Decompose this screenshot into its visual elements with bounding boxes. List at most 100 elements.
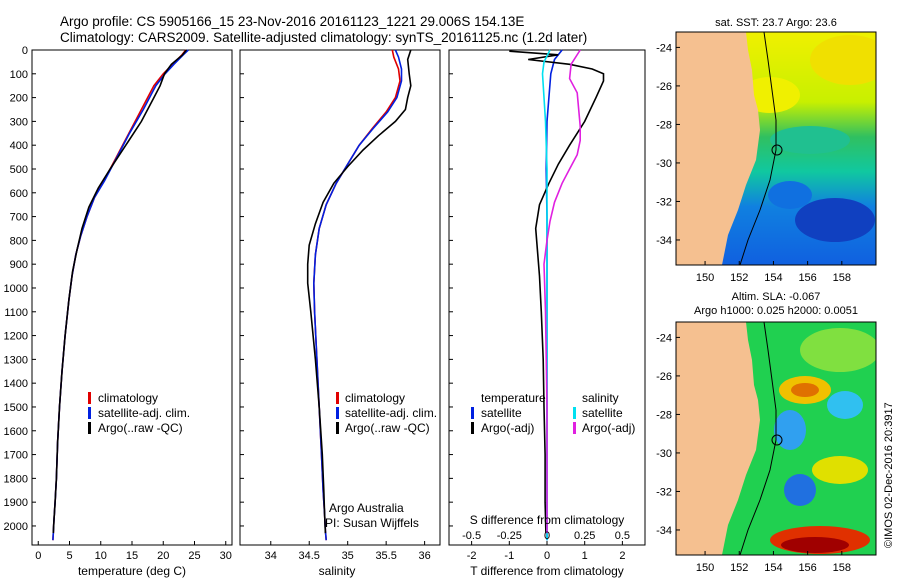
title-line-2: Climatology: CARS2009. Satellite-adjuste… [60, 30, 587, 45]
series-line-climatology [52, 49, 187, 541]
sla-patch [800, 328, 876, 372]
sla-low [774, 410, 806, 450]
series-line-satellite [545, 49, 563, 541]
lat-tick-label: -24 [656, 42, 672, 54]
lon-tick-label: 150 [696, 272, 714, 284]
lon-tick-label: 154 [764, 562, 782, 574]
depth-tick-label: 1800 [4, 473, 28, 485]
legend-swatch-t-satellite [471, 407, 474, 419]
lon-tick-label: 156 [798, 272, 816, 284]
sla-map-ticks: 150 152 154 156 158 -24 -26 -28 -30 -32 -34 [656, 332, 851, 574]
s-tick-label: 0 [544, 530, 550, 542]
depth-tick-label: 1000 [4, 283, 28, 295]
land-australia [676, 32, 760, 265]
sla-low [827, 391, 863, 419]
legend-salinity-heading: salinity [582, 391, 619, 405]
depth-tick-label: 1900 [4, 497, 28, 509]
x-tick-label: -1 [504, 550, 514, 562]
sla-map-title: Altim. SLA: -0.067 [732, 291, 821, 303]
pi-label: PI: Susan Wijffels [325, 516, 419, 530]
depth-tick-label: 0 [22, 45, 28, 57]
x-tick-label: 0 [35, 550, 41, 562]
x-tick-label: 10 [95, 550, 107, 562]
lat-tick-label: -26 [656, 81, 672, 93]
sst-map-title: sat. SST: 23.7 Argo: 23.6 [715, 17, 837, 29]
sst-map-frame [675, 31, 877, 266]
shelf-contour [739, 322, 777, 555]
x-tick-label: 34.5 [299, 550, 320, 562]
legend-s-argo: Argo(-adj) [582, 421, 635, 435]
depth-tick-label: 1100 [4, 307, 28, 319]
salinity-plot: 34 34.5 35 35.5 36 [265, 49, 431, 562]
legend-swatch-satellite [336, 407, 339, 419]
legend-argo: Argo(..raw -QC) [345, 421, 430, 435]
sla-profile-marker [771, 434, 783, 446]
depth-axis: 0 100 200 300 400 500 600 700 800 900 1000 1100 1200… [4, 45, 453, 533]
x-tick-label: 1 [582, 550, 588, 562]
temperature-legend: climatology satellite-adj. clim. Argo(..… [88, 391, 190, 435]
lat-tick-label: -28 [656, 119, 672, 131]
depth-tick-label: 1600 [4, 426, 28, 438]
lat-tick-label: -30 [656, 448, 672, 460]
legend-t-satellite: satellite [481, 406, 522, 420]
x-tick-label: 0 [544, 550, 550, 562]
lat-tick-label: -26 [656, 371, 672, 383]
depth-tick-label: 300 [10, 116, 28, 128]
sla-map-subtitle: Argo h1000: 0.025 h2000: 0.0051 [694, 305, 858, 317]
x-tick-label: -2 [467, 550, 477, 562]
legend-s-satellite: satellite [582, 406, 623, 420]
s-tick-label: 0.25 [574, 530, 595, 542]
lat-tick-label: -24 [656, 332, 672, 344]
x-tick-label: 5 [66, 550, 72, 562]
sst-warm-patch [810, 35, 876, 85]
s-tick-label: -0.25 [497, 530, 522, 542]
lat-tick-label: -34 [656, 235, 672, 247]
imos-credit: ©IMOS 02-Dec-2016 20:3917 [883, 402, 895, 548]
salinity-legend: climatology satellite-adj. clim. Argo(..… [336, 391, 437, 435]
lat-tick-label: -34 [656, 525, 672, 537]
depth-tick-label: 1300 [4, 354, 28, 366]
lon-tick-label: 158 [833, 272, 851, 284]
s-difference-label: S difference from climatology [470, 513, 625, 527]
x-tick-label: 35 [342, 550, 354, 562]
sla-high-core [791, 383, 819, 397]
sst-map-ticks: 150 152 154 156 158 -24 -26 -28 -30 -32 -34 [656, 42, 851, 284]
legend-swatch-climatology [88, 392, 91, 404]
depth-tick-label: 400 [10, 140, 28, 152]
series-line-argo-adj- [543, 49, 582, 534]
temperature-xlabel: temperature (deg C) [78, 564, 186, 578]
legend-swatch-s-satellite [573, 407, 576, 419]
depth-tick-label: 1500 [4, 402, 28, 414]
lat-tick-label: -30 [656, 158, 672, 170]
legend-swatch-satellite [88, 407, 91, 419]
temperature-plot: 0 5 10 15 20 25 30 [35, 49, 232, 562]
series-line-argo-raw-qc- [52, 49, 188, 534]
legend-argo: Argo(..raw -QC) [98, 421, 183, 435]
depth-tick-label: 2000 [4, 521, 28, 533]
depth-tick-label: 1200 [4, 331, 28, 343]
sst-cold-patch [768, 181, 812, 209]
x-tick-label: 20 [157, 550, 169, 562]
legend-satellite: satellite-adj. clim. [345, 406, 437, 420]
legend-swatch-s-argo [573, 422, 576, 434]
sst-cool-patch [770, 126, 850, 154]
title-line-1: Argo profile: CS 5905166_15 23-Nov-2016 … [60, 14, 524, 29]
sst-map: sat. SST: 23.7 Argo: 23.6 150 152 154 156 15… [656, 17, 877, 284]
x-tick-label: 36 [418, 550, 430, 562]
sla-map: Altim. SLA: -0.067 Argo h1000: 0.025 h20… [656, 291, 877, 574]
x-tick-label: 25 [188, 550, 200, 562]
depth-tick-label: 100 [10, 69, 28, 81]
lat-tick-label: -28 [656, 409, 672, 421]
depth-tick-label: 800 [10, 235, 28, 247]
legend-climatology: climatology [98, 391, 158, 405]
depth-tick-label: 900 [10, 259, 28, 271]
legend-swatch-argo [88, 422, 91, 434]
legend-climatology: climatology [345, 391, 405, 405]
sla-high [812, 456, 868, 484]
difference-plot: -2 -1 0 1 2 -0.5 -0.25 0 0.25 0.5 [462, 49, 630, 562]
series-line-argo-raw-qc- [306, 49, 412, 534]
lon-tick-label: 158 [833, 562, 851, 574]
lon-tick-label: 152 [730, 562, 748, 574]
sst-profile-marker [771, 144, 783, 156]
